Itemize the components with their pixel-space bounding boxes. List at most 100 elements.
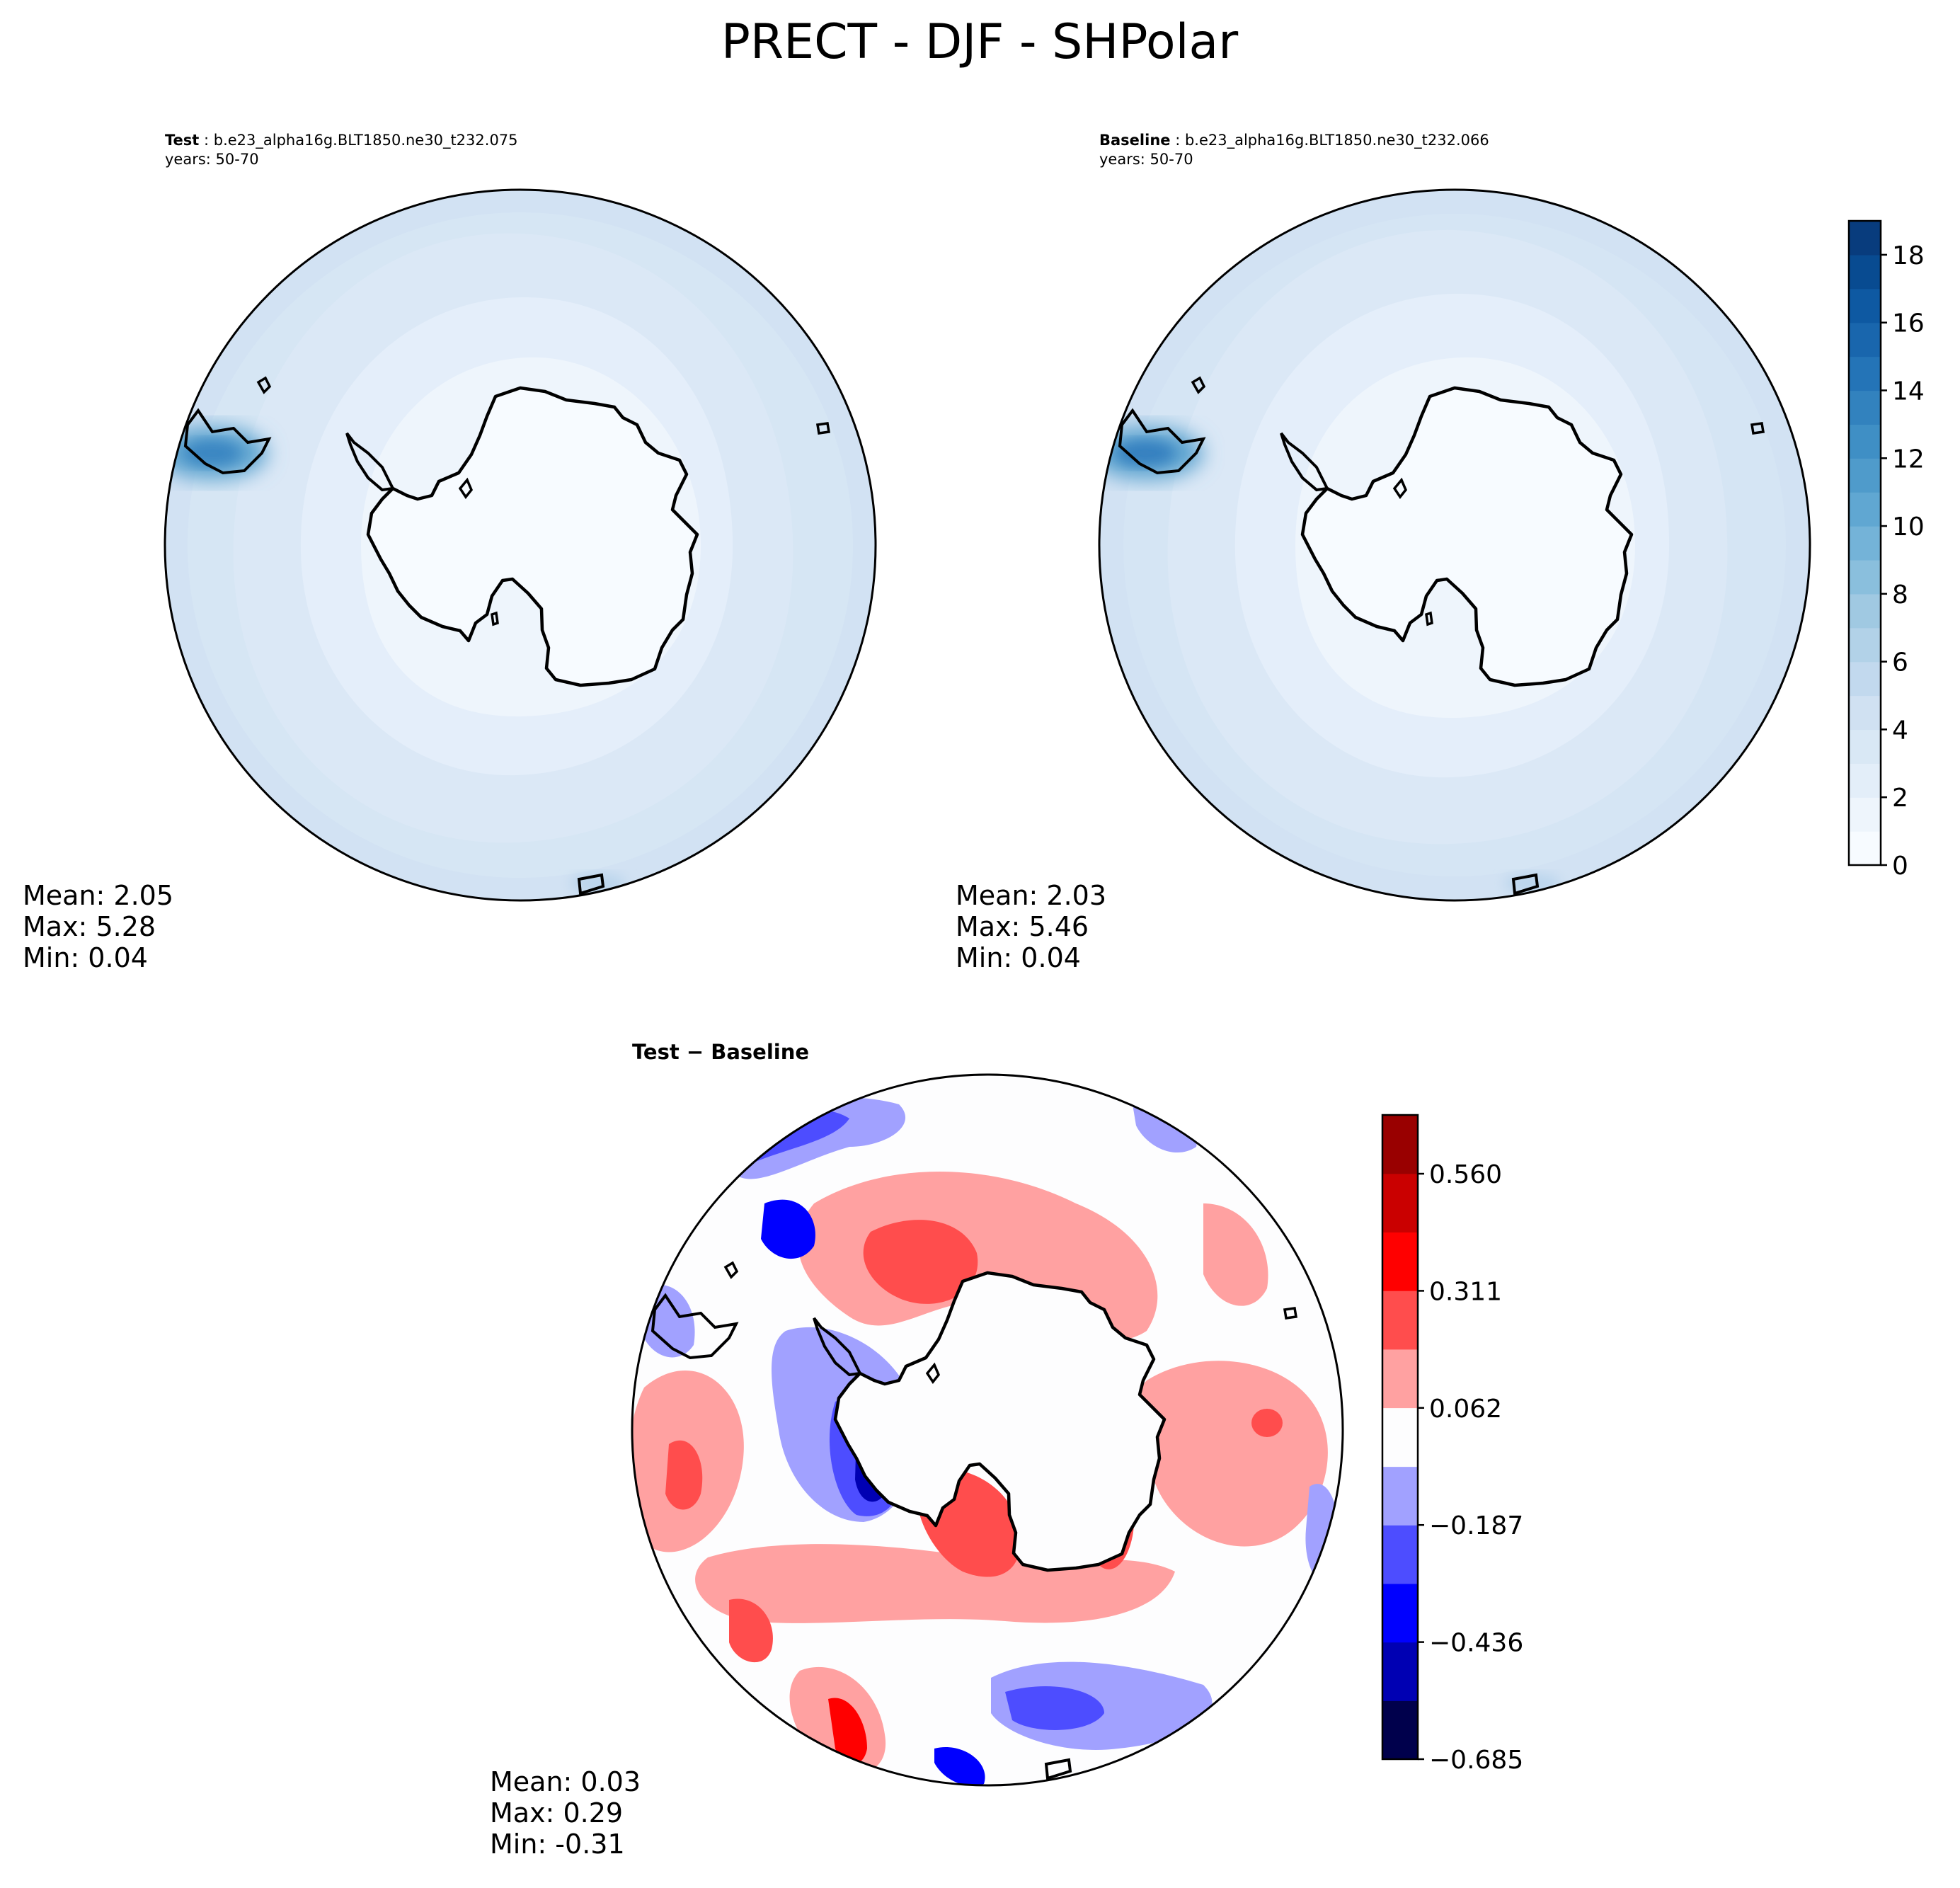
baseline-stat-min: Min: 0.04: [956, 942, 1081, 973]
diff-colorbar-level: [1382, 1525, 1418, 1584]
island-coastline: [256, 376, 272, 394]
baseline-title-case: : b.e23_alpha16g.BLT1850.ne30_t232.066: [1171, 132, 1489, 149]
diff-positive-strong: [665, 1440, 703, 1510]
precip-colorbar-tick-label: 16: [1892, 309, 1925, 338]
diff-positive-strong: [729, 1598, 773, 1663]
diff-colorbar-tick-label: −0.187: [1429, 1511, 1523, 1540]
precip-colorbar-level: [1849, 254, 1881, 290]
test-panel: Test : b.e23_alpha16g.BLT1850.ne30_t232.…: [23, 132, 877, 973]
precip-colorbar-level: [1849, 797, 1881, 832]
diff-positive-region: [1203, 1203, 1268, 1306]
antarctic-peninsula-coastline: [1280, 432, 1330, 492]
precip-colorbar-level: [1849, 288, 1881, 324]
baseline-stat-mean: Mean: 2.03: [956, 880, 1106, 911]
precip-colorbar-level: [1849, 221, 1881, 256]
diff-colorbar-tick-label: −0.436: [1429, 1629, 1523, 1658]
test-precip-core: [184, 440, 241, 466]
precip-colorbar-tick-label: 14: [1892, 377, 1925, 406]
antarctic-peninsula-coastline: [345, 432, 396, 492]
diff-colorbar-level: [1382, 1232, 1418, 1291]
precip-colorbar-tick-label: 2: [1892, 784, 1908, 813]
antarctica-coastline: [833, 1271, 1167, 1572]
difference-map-frame: [631, 1073, 1344, 1787]
test-stat-max: Max: 5.28: [23, 911, 156, 942]
diff-positive-max: [828, 1698, 867, 1765]
diff-stat-mean: Mean: 0.03: [490, 1766, 641, 1797]
south-america-coastline: [1118, 408, 1206, 475]
diff-colorbar-tick-label: 0.062: [1429, 1395, 1502, 1424]
diff-colorbar-level: [1382, 1349, 1418, 1409]
diff-negative-core: [934, 1747, 985, 1785]
diff-colorbar-level: [1382, 1291, 1418, 1350]
diff-colorbar-level: [1382, 1642, 1418, 1701]
precip-colorbar-level: [1849, 492, 1881, 527]
baseline-title-bold: Baseline: [1099, 132, 1171, 149]
south-america-coastline: [651, 1293, 739, 1360]
test-title-bold: Test: [165, 132, 199, 149]
diff-negative-region: [1288, 1133, 1343, 1264]
precip-colorbar-level: [1849, 390, 1881, 425]
diff-colorbar-tick-label: 0.311: [1429, 1277, 1502, 1306]
island-coastline: [1283, 1307, 1298, 1320]
test-map-frame: [164, 188, 877, 902]
diff-negative-strong: [1005, 1686, 1104, 1730]
diff-colorbar-level: [1382, 1173, 1418, 1232]
baseline-panel: Baseline : b.e23_alpha16g.BLT1850.ne30_t…: [956, 132, 1811, 973]
island-coastline: [1044, 1758, 1072, 1780]
diff-colorbar-frame: [1381, 1114, 1419, 1761]
antarctica-coastline: [366, 386, 699, 687]
precip-colorbar-tick-label: 10: [1892, 513, 1925, 542]
test-map: [165, 190, 876, 900]
precip-colorbar-level: [1849, 763, 1881, 798]
test-title-case: : b.e23_alpha16g.BLT1850.ne30_t232.075: [199, 132, 517, 149]
diff-positive-region: [1133, 1361, 1328, 1547]
precip-colorbar-frame: [1847, 219, 1882, 866]
test-stat-mean: Mean: 2.05: [23, 880, 173, 911]
island-coastline: [1191, 376, 1206, 394]
precip-colorbar-tick-label: 6: [1892, 648, 1908, 677]
precip-colorbar-level: [1849, 593, 1881, 629]
diff-stat-min: Min: -0.31: [490, 1829, 625, 1860]
island-coastline: [925, 1362, 941, 1384]
precip-colorbar-level: [1849, 729, 1881, 764]
diff-colorbar-level: [1382, 1407, 1418, 1468]
precip-colorbar-level: [1849, 627, 1881, 663]
diff-colorbar-level: [1382, 1115, 1418, 1174]
precip-colorbar-tick-label: 8: [1892, 580, 1908, 610]
island-coastline: [1392, 477, 1408, 499]
diff-colorbar-tick-label: 0.560: [1429, 1160, 1502, 1189]
diff-colorbar-level: [1382, 1583, 1418, 1643]
diff-colorbar-tick-label: −0.685: [1429, 1746, 1523, 1775]
island-coastline: [458, 477, 474, 499]
precip-colorbar-level: [1849, 661, 1881, 697]
precip-colorbar-tick-label: 0: [1892, 852, 1908, 881]
baseline-precip-core: [1116, 440, 1175, 466]
island-coastline: [1750, 422, 1765, 435]
figure-title: PRECT - DJF - SHPolar: [721, 14, 1238, 70]
diff-colorbar-level: [1382, 1466, 1418, 1526]
precip-colorbar-tick-label: 18: [1892, 241, 1925, 270]
precip-colorbar-level: [1849, 526, 1881, 561]
diff-negative-core: [761, 1199, 815, 1259]
diff-positive-strong: [1251, 1409, 1283, 1437]
precip-colorbar-tick-label: 4: [1892, 716, 1908, 745]
baseline-map-frame: [1098, 188, 1811, 902]
precip-colorbar-level: [1849, 831, 1881, 866]
precip-colorbar: 0 2 4 6 8 10 12 14 16 18: [1847, 219, 1925, 881]
south-america-coastline: [183, 408, 272, 475]
precip-colorbar-level: [1849, 559, 1881, 595]
diff-positive-strong: [863, 1220, 978, 1304]
diff-stat-max: Max: 0.29: [490, 1797, 623, 1829]
island-coastline: [723, 1261, 739, 1279]
test-stat-min: Min: 0.04: [23, 942, 148, 973]
precip-colorbar-level: [1849, 424, 1881, 459]
diff-colorbar: −0.685 −0.436 −0.187 0.062 0.311 0.560: [1381, 1114, 1523, 1775]
baseline-stat-max: Max: 5.46: [956, 911, 1089, 942]
island-coastline: [1511, 873, 1540, 896]
baseline-panel-title: Baseline : b.e23_alpha16g.BLT1850.ne30_t…: [1099, 132, 1489, 149]
test-panel-title: Test : b.e23_alpha16g.BLT1850.ne30_t232.…: [165, 132, 518, 149]
diff-colorbar-level: [1382, 1700, 1418, 1760]
baseline-map: [1099, 190, 1810, 900]
precip-colorbar-level: [1849, 322, 1881, 357]
